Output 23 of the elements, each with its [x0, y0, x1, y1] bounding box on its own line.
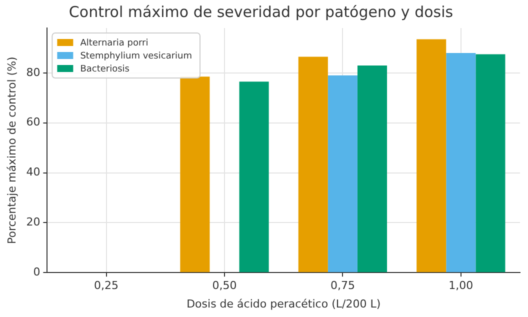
x-tick-label: 1,00: [448, 279, 474, 292]
bar: [446, 52, 476, 272]
y-tick-label: 60: [26, 116, 40, 129]
x-tick-label: 0,75: [330, 279, 355, 292]
bar: [357, 65, 388, 272]
chart-title: Control máximo de severidad por patógeno y dosis: [68, 2, 454, 21]
bar: [416, 39, 446, 272]
bar: [476, 54, 506, 272]
bar: [239, 82, 269, 272]
bar: [298, 56, 328, 272]
y-tick-label: 20: [26, 216, 40, 229]
y-tick-label: 80: [26, 66, 40, 79]
y-axis-title: Porcentaje máximo de control (%): [5, 56, 18, 244]
legend-label: Bacteriosis: [80, 64, 130, 74]
y-tick-label: 0: [33, 265, 40, 278]
legend-label: Stemphylium vesicarium: [80, 51, 192, 62]
y-tick-label: 40: [26, 166, 40, 179]
bar: [180, 76, 210, 272]
x-tick-label: 0,25: [94, 279, 119, 292]
x-axis-title: Dosis de ácido peracético (L/200 L): [186, 297, 381, 310]
bar: [328, 75, 358, 272]
legend-label: Alternaria porri: [80, 38, 148, 48]
x-tick-label: 0,50: [212, 279, 237, 292]
